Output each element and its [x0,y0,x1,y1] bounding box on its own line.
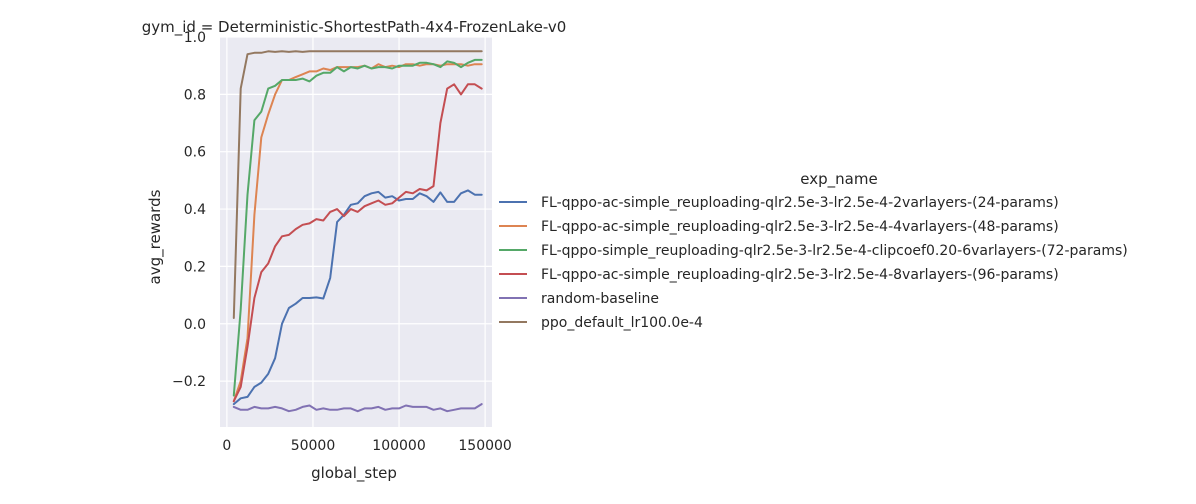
series-lines [232,50,483,413]
chart-title: gym_id = Deterministic-ShortestPath-4x4-… [142,18,567,37]
x-tick-label: 100000 [372,438,425,454]
series-line-3 [232,83,483,403]
legend: FL-qppo-ac-simple_reuploading-qlr2.5e-3-… [499,195,1128,331]
series-line-1 [232,63,483,403]
y-tick-label: 0.2 [184,259,206,275]
legend-title: exp_name [800,170,877,189]
legend-entry: FL-qppo-ac-simple_reuploading-qlr2.5e-3-… [541,219,1059,235]
x-tick-label: 50000 [291,438,336,454]
legend-entry: FL-qppo-simple_reuploading-qlr2.5e-3-lr2… [541,243,1128,259]
legend-entry: FL-qppo-ac-simple_reuploading-qlr2.5e-3-… [541,195,1059,211]
x-tick-label: 0 [222,438,231,454]
y-tick-label: −0.2 [172,374,206,390]
y-tick-label: 0.6 [184,145,206,161]
legend-entry: FL-qppo-ac-simple_reuploading-qlr2.5e-3-… [541,267,1059,283]
y-tick-label: 0.4 [184,202,206,218]
plot-background [220,37,492,427]
series-line-5 [232,50,483,319]
y-axis-label: avg_rewards [146,189,165,284]
y-tick-label: 0.8 [184,87,206,103]
y-tick-label: 1.0 [184,30,206,46]
x-tick-label: 150000 [458,438,511,454]
series-line-4 [232,403,483,413]
y-tick-label: 0.0 [184,317,206,333]
x-axis-label: global_step [311,464,397,483]
tick-labels: 0 50000 100000 150000 −0.2 0.0 0.2 0.4 0.6 0.8 1.0 [172,30,512,454]
series-line-0 [232,189,483,406]
legend-entry: random-baseline [541,291,659,307]
legend-entry: ppo_default_lr100.0e-4 [541,315,703,331]
series-line-2 [232,58,483,397]
